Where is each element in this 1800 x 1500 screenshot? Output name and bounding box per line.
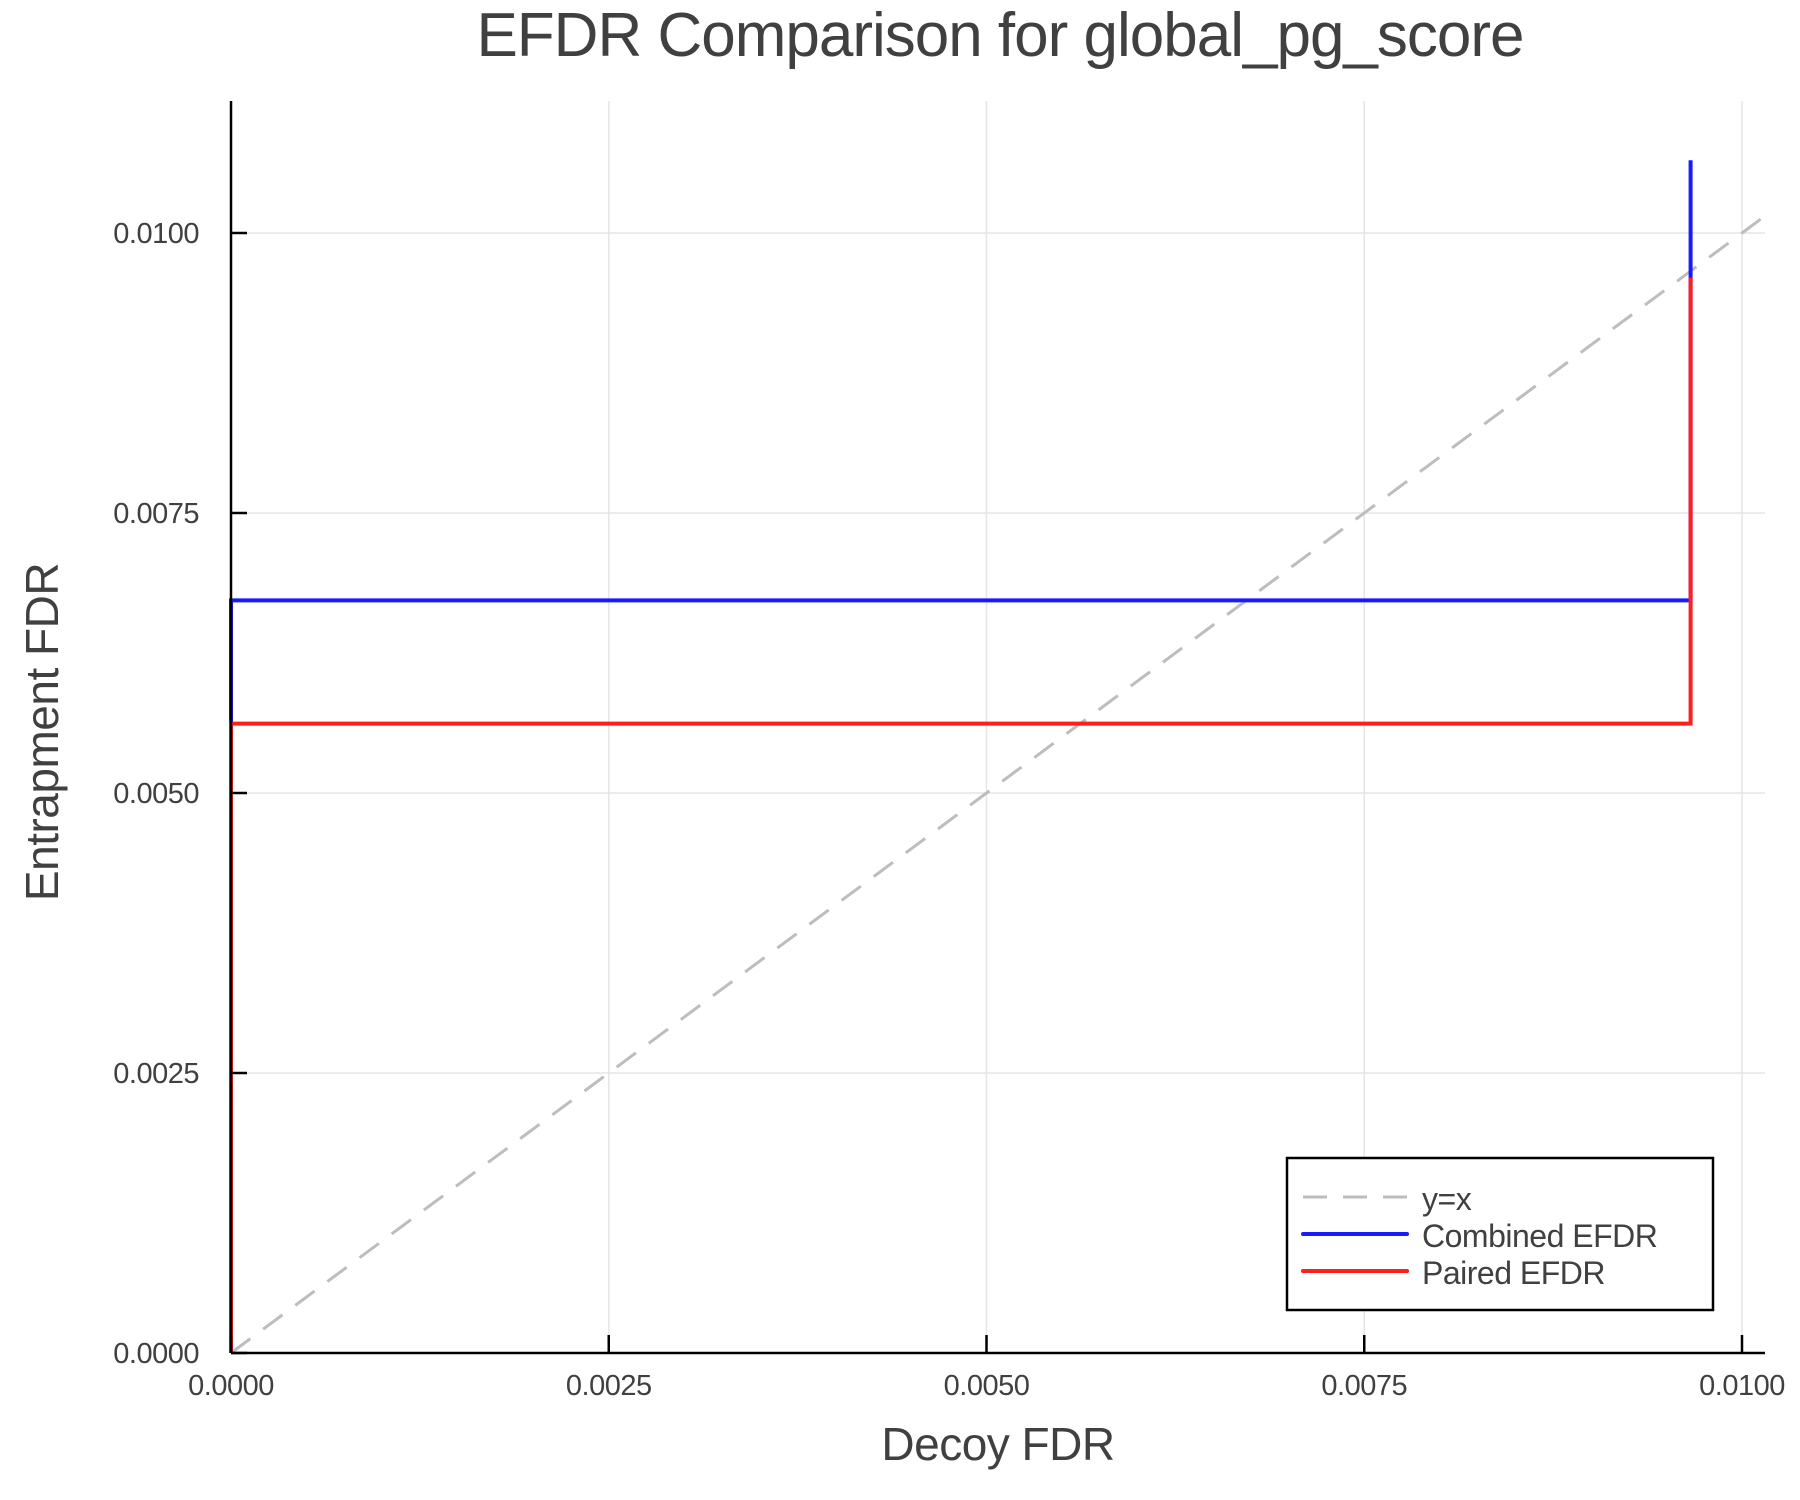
x-tick-label: 0.0050	[944, 1370, 1030, 1402]
x-tick-label: 0.0075	[1321, 1370, 1407, 1402]
y-tick-label: 0.0025	[113, 1058, 199, 1090]
chart-title: EFDR Comparison for global_pg_score	[476, 1, 1523, 70]
y-tick-label: 0.0050	[113, 778, 199, 810]
y-tick-label: 0.0075	[113, 498, 199, 530]
legend-label-yx: y=x	[1422, 1181, 1472, 1217]
x-tick-label: 0.0000	[188, 1370, 274, 1402]
y-tick-label: 0.0000	[113, 1338, 199, 1370]
y-tick-label: 0.0100	[113, 218, 199, 250]
x-tick-label: 0.0100	[1699, 1370, 1785, 1402]
y-axis-label: Entrapment FDR	[16, 563, 68, 901]
tick-labels: 0.0000 0.0025 0.0050 0.0075 0.0100 0.0000 0.00…	[113, 218, 1785, 1402]
legend-label-combined: Combined EFDR	[1422, 1218, 1657, 1254]
legend: y=x Combined EFDR Paired EFDR	[1285, 1156, 1715, 1312]
tick-marks	[229, 231, 1744, 1355]
x-tick-label: 0.0025	[566, 1370, 652, 1402]
x-axis-label: Decoy FDR	[881, 1418, 1114, 1470]
axes	[229, 101, 1765, 1355]
legend-label-paired: Paired EFDR	[1422, 1255, 1605, 1291]
